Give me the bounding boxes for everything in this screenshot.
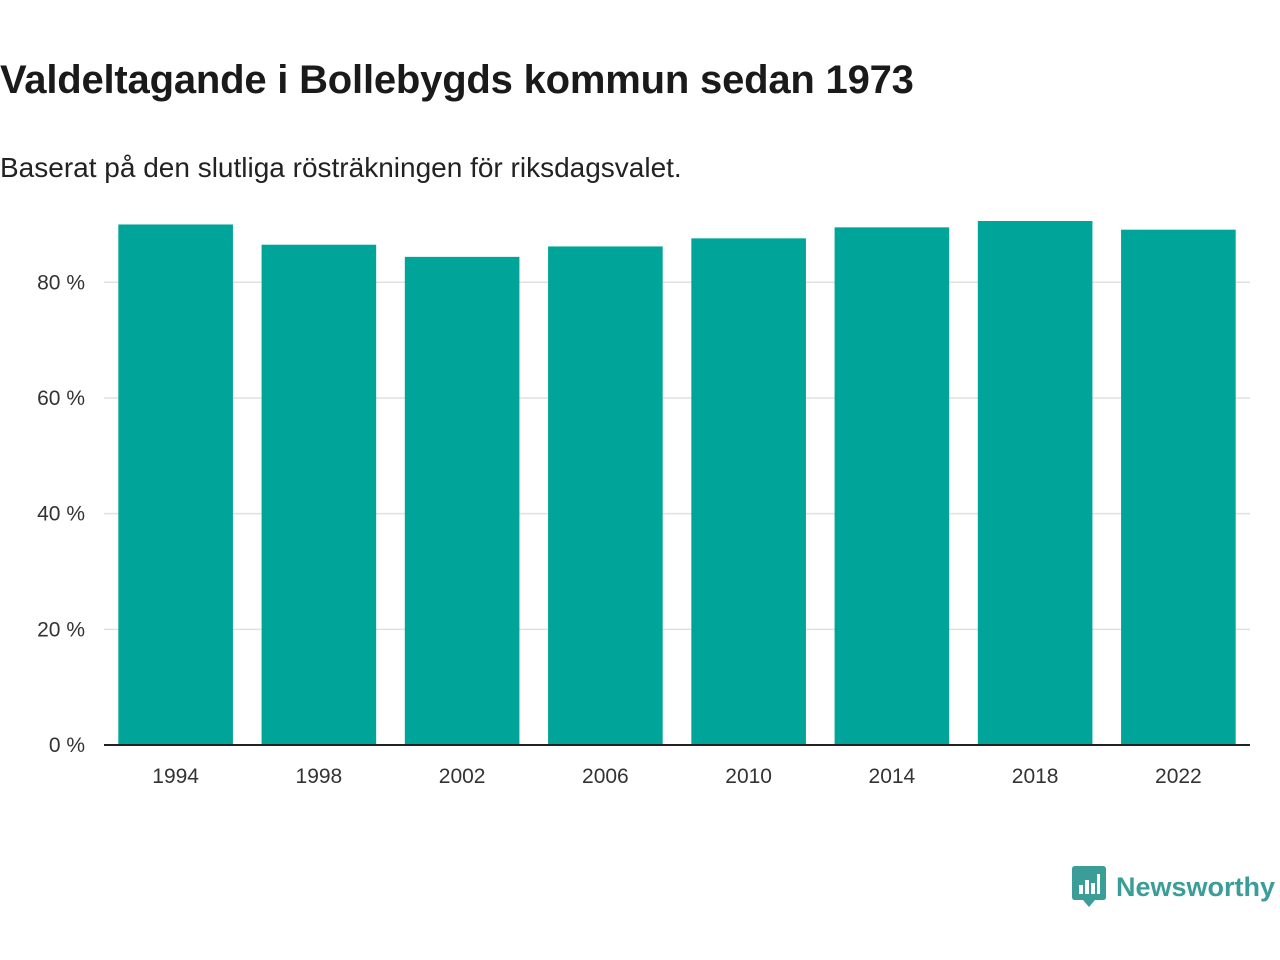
bar-2010[interactable] [691, 238, 806, 745]
x-tick-label: 1998 [296, 765, 343, 788]
y-tick-label: 0 % [49, 734, 85, 757]
bar-1994[interactable] [118, 224, 233, 745]
x-tick-label: 2022 [1155, 765, 1202, 788]
bar-2002[interactable] [404, 256, 520, 745]
bars [118, 221, 1236, 746]
bar-2014[interactable] [834, 227, 950, 745]
chart-title: Valdeltagande i Bollebygds kommun sedan … [0, 58, 914, 102]
bar-2006[interactable] [548, 246, 663, 745]
bar-1998[interactable] [261, 244, 377, 746]
chart-subtitle: Baserat på den slutliga rösträkningen fö… [0, 152, 682, 183]
brand-name: Newsworthy [1116, 871, 1276, 902]
y-tick-label: 40 % [37, 503, 85, 526]
bar-2022[interactable] [1121, 229, 1236, 746]
x-tick-label: 2014 [869, 765, 916, 788]
axes: 0 % 20 % 40 % 60 % 80 % 1994 1998 2002 2006 2010 2… [37, 271, 1250, 788]
x-tick-label: 2010 [725, 765, 772, 788]
y-tick-label: 80 % [37, 271, 85, 294]
bar-chart-speech-bubble-icon [1072, 866, 1106, 907]
y-tick-label: 20 % [37, 618, 85, 641]
x-tick-label: 1994 [152, 765, 199, 788]
x-tick-label: 2006 [582, 765, 629, 788]
x-tick-label: 2018 [1012, 765, 1059, 788]
x-tick-label: 2002 [439, 765, 486, 788]
y-tick-label: 60 % [37, 387, 85, 410]
brand-logo[interactable]: Newsworthy [1072, 866, 1275, 908]
bar-2018[interactable] [977, 221, 1093, 745]
